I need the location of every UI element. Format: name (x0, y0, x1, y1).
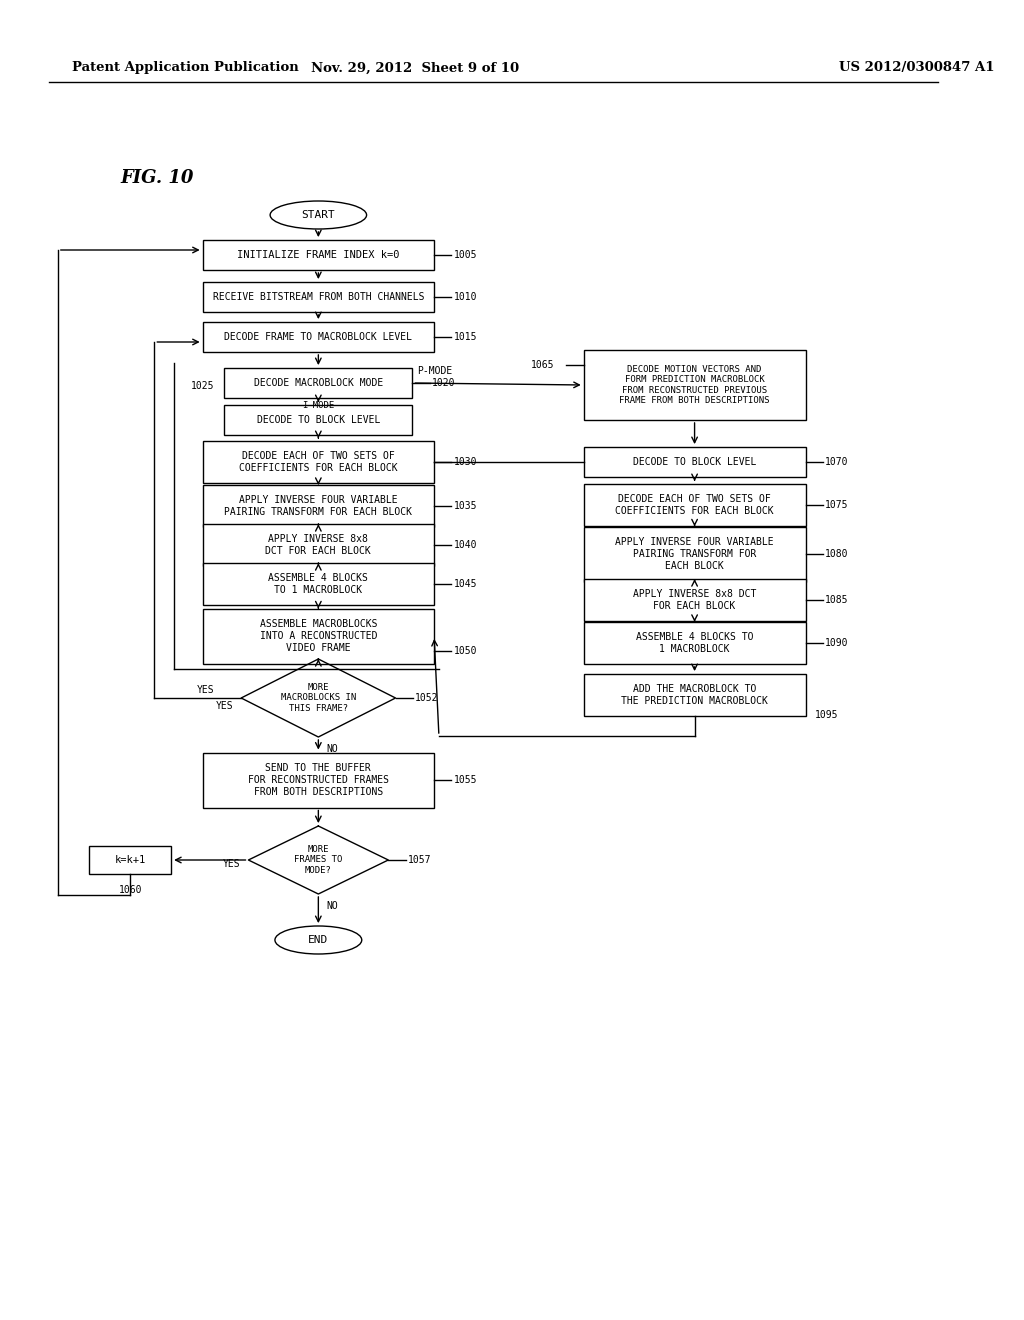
Text: DECODE TO BLOCK LEVEL: DECODE TO BLOCK LEVEL (633, 457, 757, 467)
FancyBboxPatch shape (203, 524, 434, 566)
Text: YES: YES (197, 685, 214, 696)
Text: 1065: 1065 (530, 360, 554, 370)
Text: APPLY INVERSE 8x8 DCT
FOR EACH BLOCK: APPLY INVERSE 8x8 DCT FOR EACH BLOCK (633, 589, 757, 611)
Text: APPLY INVERSE 8x8
DCT FOR EACH BLOCK: APPLY INVERSE 8x8 DCT FOR EACH BLOCK (265, 535, 372, 556)
Text: 1005: 1005 (454, 249, 477, 260)
Text: NO: NO (326, 744, 338, 754)
Text: DECODE MACROBLOCK MODE: DECODE MACROBLOCK MODE (254, 378, 383, 388)
Text: 1060: 1060 (119, 884, 142, 895)
Text: 1030: 1030 (454, 457, 477, 467)
Polygon shape (242, 659, 395, 737)
Text: k=k+1: k=k+1 (115, 855, 145, 865)
Text: ASSEMBLE 4 BLOCKS TO
1 MACROBLOCK: ASSEMBLE 4 BLOCKS TO 1 MACROBLOCK (636, 632, 754, 653)
Text: P-MODE: P-MODE (417, 366, 453, 376)
FancyBboxPatch shape (584, 675, 806, 715)
Text: Patent Application Publication: Patent Application Publication (73, 62, 299, 74)
FancyBboxPatch shape (203, 609, 434, 664)
FancyBboxPatch shape (203, 564, 434, 605)
Text: NO: NO (326, 902, 338, 911)
Text: RECEIVE BITSTREAM FROM BOTH CHANNELS: RECEIVE BITSTREAM FROM BOTH CHANNELS (213, 292, 424, 302)
Text: 1045: 1045 (454, 579, 477, 589)
Text: DECODE FRAME TO MACROBLOCK LEVEL: DECODE FRAME TO MACROBLOCK LEVEL (224, 333, 413, 342)
Text: 1040: 1040 (454, 540, 477, 550)
Text: 1055: 1055 (454, 775, 477, 785)
FancyBboxPatch shape (584, 527, 806, 582)
Text: 1052: 1052 (415, 693, 438, 704)
Text: YES: YES (223, 859, 241, 869)
Text: APPLY INVERSE FOUR VARIABLE
PAIRING TRANSFORM FOR EACH BLOCK: APPLY INVERSE FOUR VARIABLE PAIRING TRAN… (224, 495, 413, 517)
Text: 1085: 1085 (824, 595, 848, 605)
Text: DECODE EACH OF TWO SETS OF
COEFFICIENTS FOR EACH BLOCK: DECODE EACH OF TWO SETS OF COEFFICIENTS … (239, 451, 397, 473)
Text: 1035: 1035 (454, 502, 477, 511)
FancyBboxPatch shape (224, 368, 413, 399)
Text: MORE
MACROBLOCKS IN
THIS FRAME?: MORE MACROBLOCKS IN THIS FRAME? (281, 684, 356, 713)
FancyBboxPatch shape (224, 405, 413, 436)
Text: 1025: 1025 (190, 381, 214, 391)
Text: 1080: 1080 (824, 549, 848, 558)
Text: MORE
FRAMES TO
MODE?: MORE FRAMES TO MODE? (294, 845, 343, 875)
Text: DECODE EACH OF TWO SETS OF
COEFFICIENTS FOR EACH BLOCK: DECODE EACH OF TWO SETS OF COEFFICIENTS … (615, 494, 774, 516)
Text: DECODE TO BLOCK LEVEL: DECODE TO BLOCK LEVEL (257, 414, 380, 425)
FancyBboxPatch shape (203, 441, 434, 483)
FancyBboxPatch shape (203, 752, 434, 808)
Text: APPLY INVERSE FOUR VARIABLE
PAIRING TRANSFORM FOR
EACH BLOCK: APPLY INVERSE FOUR VARIABLE PAIRING TRAN… (615, 537, 774, 570)
Text: SEND TO THE BUFFER
FOR RECONSTRUCTED FRAMES
FROM BOTH DESCRIPTIONS: SEND TO THE BUFFER FOR RECONSTRUCTED FRA… (248, 763, 389, 796)
FancyBboxPatch shape (203, 322, 434, 352)
Text: ADD THE MACROBLOCK TO
THE PREDICTION MACROBLOCK: ADD THE MACROBLOCK TO THE PREDICTION MAC… (622, 684, 768, 706)
FancyBboxPatch shape (203, 240, 434, 271)
FancyBboxPatch shape (584, 484, 806, 525)
Text: 1075: 1075 (824, 500, 848, 510)
Text: START: START (301, 210, 335, 220)
Text: FIG. 10: FIG. 10 (121, 169, 194, 187)
Polygon shape (249, 826, 388, 894)
FancyBboxPatch shape (584, 350, 806, 420)
Text: 1070: 1070 (824, 457, 848, 467)
FancyBboxPatch shape (89, 846, 171, 874)
Ellipse shape (274, 927, 361, 954)
Text: 1050: 1050 (454, 645, 477, 656)
Text: INITIALIZE FRAME INDEX k=0: INITIALIZE FRAME INDEX k=0 (238, 249, 399, 260)
FancyBboxPatch shape (584, 447, 806, 477)
Text: 1010: 1010 (454, 292, 477, 302)
FancyBboxPatch shape (584, 579, 806, 620)
Text: Nov. 29, 2012  Sheet 9 of 10: Nov. 29, 2012 Sheet 9 of 10 (310, 62, 519, 74)
Text: DECODE MOTION VECTORS AND
FORM PREDICTION MACROBLOCK
FROM RECONSTRUCTED PREVIOUS: DECODE MOTION VECTORS AND FORM PREDICTIO… (620, 364, 770, 405)
Ellipse shape (270, 201, 367, 228)
FancyBboxPatch shape (584, 622, 806, 664)
Text: ASSEMBLE MACROBLOCKS
INTO A RECONSTRUCTED
VIDEO FRAME: ASSEMBLE MACROBLOCKS INTO A RECONSTRUCTE… (260, 619, 377, 652)
Text: US 2012/0300847 A1: US 2012/0300847 A1 (840, 62, 994, 74)
FancyBboxPatch shape (203, 282, 434, 312)
Text: 1095: 1095 (815, 710, 839, 719)
Text: YES: YES (216, 701, 233, 711)
Text: I-MODE: I-MODE (302, 400, 335, 409)
Text: 1090: 1090 (824, 638, 848, 648)
Text: 1057: 1057 (408, 855, 431, 865)
Text: END: END (308, 935, 329, 945)
Text: 1020: 1020 (432, 378, 456, 388)
FancyBboxPatch shape (203, 484, 434, 527)
Text: 1015: 1015 (454, 333, 477, 342)
Text: ASSEMBLE 4 BLOCKS
TO 1 MACROBLOCK: ASSEMBLE 4 BLOCKS TO 1 MACROBLOCK (268, 573, 369, 595)
